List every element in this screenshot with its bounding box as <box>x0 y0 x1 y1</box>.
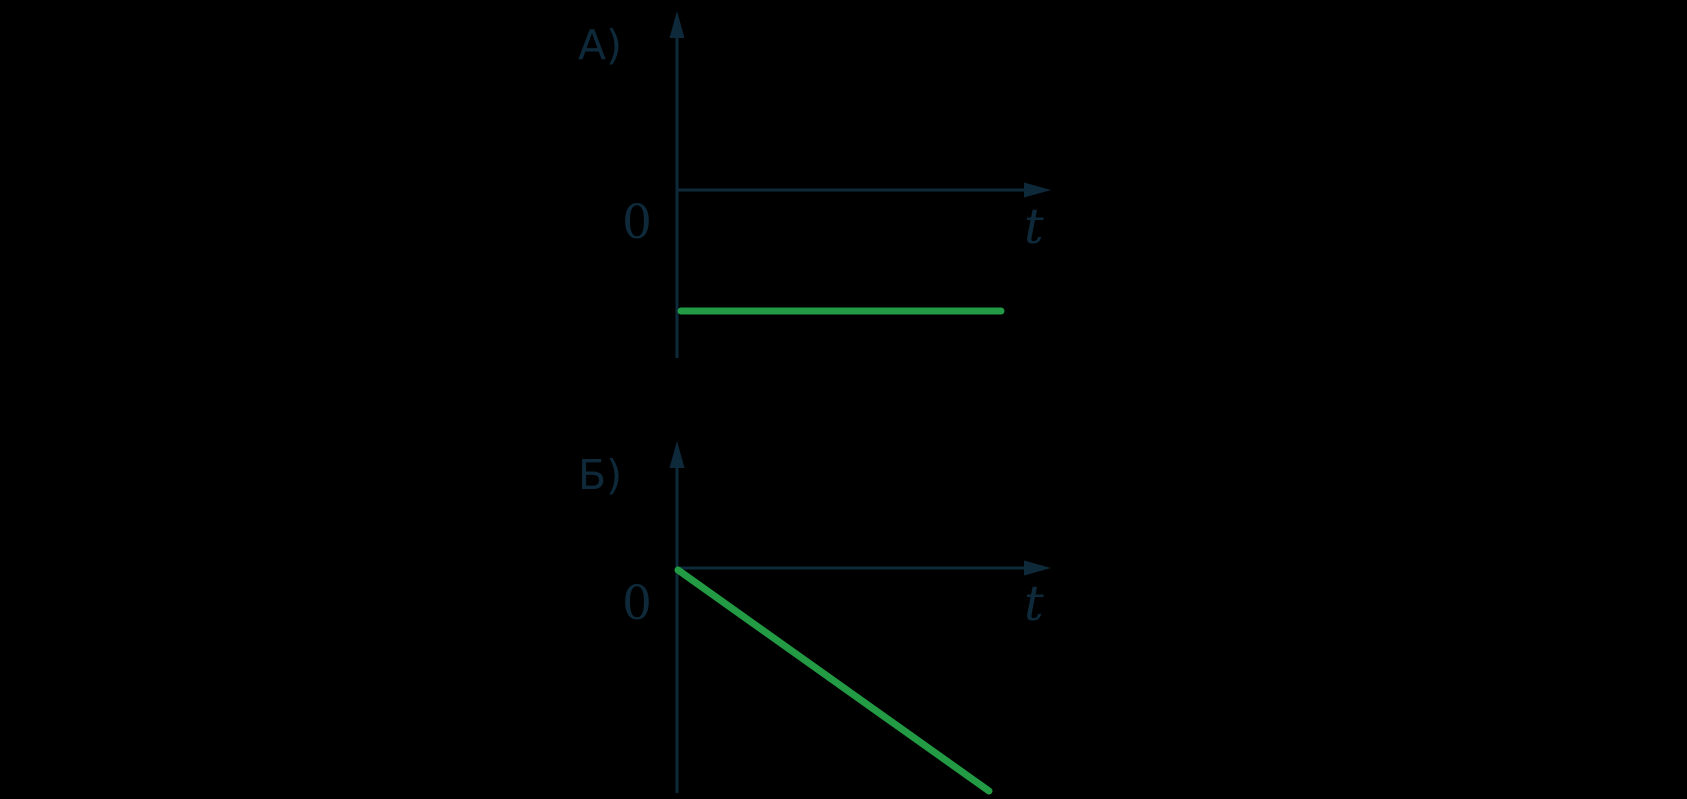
chart-b-panel-label: Б) <box>578 451 622 499</box>
chart-b: Б) 0 t <box>578 441 1051 795</box>
chart-b-x-axis-arrowhead <box>1024 560 1051 576</box>
chart-a-time-axis-label: t <box>1024 198 1044 255</box>
chart-b-time-axis-label: t <box>1024 575 1044 632</box>
chart-b-data-line <box>674 566 993 795</box>
chart-b-origin-label: 0 <box>622 576 652 631</box>
chart-a: А) 0 t <box>578 11 1051 358</box>
chart-a-origin-label: 0 <box>622 195 652 250</box>
chart-a-x-axis-arrowhead <box>1024 182 1051 198</box>
chart-a-y-axis-arrowhead <box>669 11 685 38</box>
chart-a-panel-label: А) <box>578 21 622 69</box>
chart-b-y-axis-arrowhead <box>669 441 685 468</box>
